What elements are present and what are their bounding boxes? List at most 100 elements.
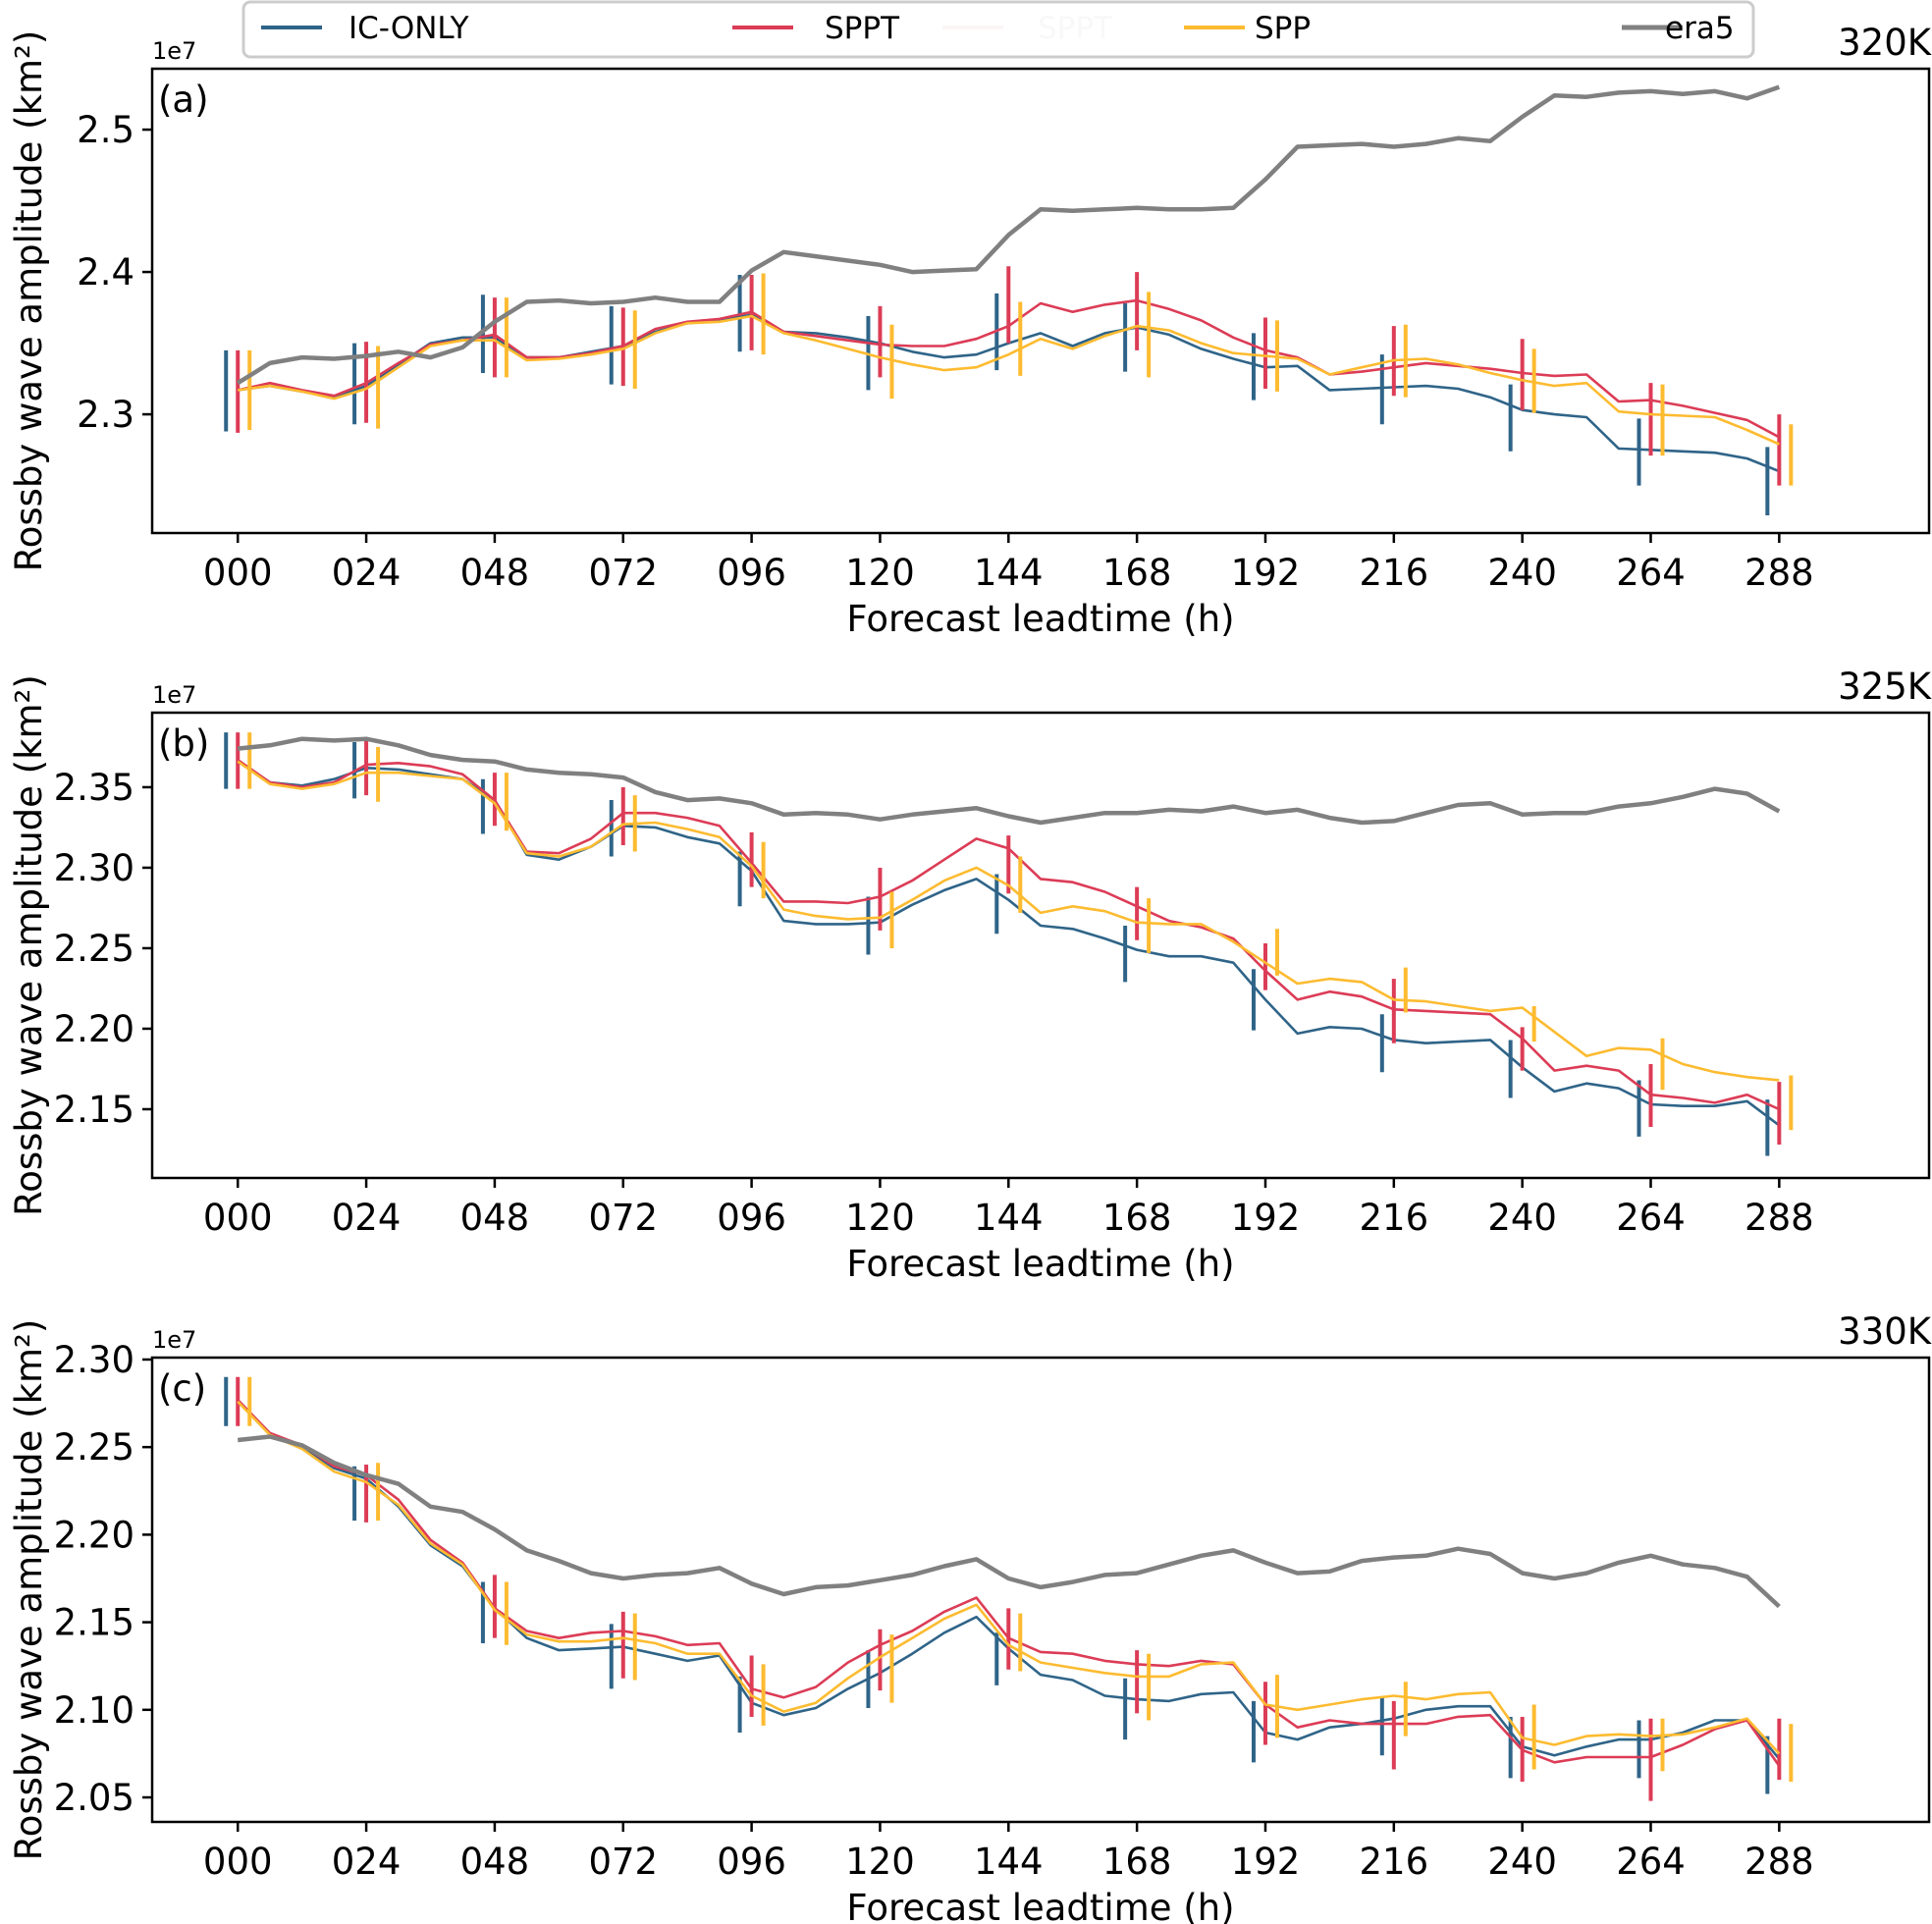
y-offset-label: 1e7 [152, 1326, 196, 1354]
x-tick-label: 264 [1616, 1197, 1686, 1239]
y-axis: 2.3 2.4 2.5 Rossby wave amplitude (km²) [8, 30, 152, 572]
series-line-sppt [237, 1399, 1781, 1767]
series-sppt [236, 266, 1782, 486]
y-tick-label: 2.25 [54, 928, 134, 970]
panel-letter: (a) [158, 79, 209, 121]
x-tick-label: 240 [1487, 552, 1557, 594]
series-ic-only [224, 274, 1780, 516]
x-tick-label: 096 [717, 1197, 786, 1239]
y-tick-label: 2.15 [54, 1089, 134, 1131]
x-tick-label: 216 [1360, 1841, 1429, 1883]
y-tick-label: 2.35 [54, 767, 134, 809]
panel-letter: (c) [158, 1367, 206, 1410]
y-offset-label: 1e7 [152, 37, 196, 65]
axes-frame [150, 1356, 1931, 1824]
x-tick-label: 120 [845, 1197, 915, 1239]
legend-label-spp: SPP [1255, 11, 1311, 46]
x-tick-label: 192 [1231, 552, 1301, 594]
y-tick-label: 2.30 [54, 1339, 134, 1381]
plot-area [224, 84, 1794, 516]
x-axis: 000 024 048 072 096 120 144 168 192 216 240 264 288 F… [203, 1178, 1814, 1285]
x-axis-label: Forecast leadtime (h) [846, 1887, 1234, 1924]
series-era5 [237, 84, 1781, 386]
axes-frame [150, 67, 1931, 535]
panel-letter: (b) [158, 722, 209, 765]
legend-entry-spp: SPP [1184, 11, 1311, 46]
y-tick-label: 2.3 [77, 394, 134, 436]
x-axis: 000 024 048 072 096 120 144 168 192 216 240 264 288 F… [203, 533, 1814, 640]
legend-entry-sppt: SPPT [732, 11, 900, 46]
x-tick-label: 048 [460, 552, 530, 594]
y-axis-label: Rossby wave amplitude (km²) [8, 674, 50, 1216]
y-tick-label: 2.25 [54, 1426, 134, 1469]
legend-frame [242, 0, 1755, 59]
y-offset-label: 1e7 [152, 681, 196, 709]
x-tick-label: 144 [974, 1197, 1044, 1239]
x-axis-label: Forecast leadtime (h) [846, 598, 1234, 640]
series-spp [237, 1376, 1794, 1782]
series-line-spp [237, 1400, 1781, 1755]
series-spp [237, 732, 1794, 1131]
y-tick-label: 2.20 [54, 1008, 134, 1050]
x-tick-label: 168 [1102, 1197, 1172, 1239]
x-tick-label: 288 [1744, 1841, 1814, 1883]
x-tick-label: 120 [845, 1841, 915, 1883]
panel-b: 000 024 048 072 096 120 144 168 192 216 240 264 288 F… [8, 666, 1932, 1285]
x-tick-label: 168 [1102, 1841, 1172, 1883]
x-tick-label: 000 [203, 1197, 273, 1239]
x-tick-label: 216 [1360, 1197, 1429, 1239]
x-tick-label: 048 [460, 1841, 530, 1883]
x-axis-label: Forecast leadtime (h) [846, 1243, 1234, 1285]
panel-title-level: 330K [1838, 1310, 1932, 1353]
series-spp [238, 273, 1794, 486]
x-tick-label: 096 [717, 1841, 786, 1883]
x-tick-label: 264 [1616, 1841, 1686, 1883]
x-tick-label: 216 [1360, 552, 1429, 594]
plot-area [224, 1376, 1794, 1801]
y-tick-label: 2.05 [54, 1777, 134, 1819]
x-tick-label: 024 [332, 1841, 402, 1883]
x-tick-label: 048 [460, 1197, 530, 1239]
series-era5 [237, 736, 1781, 826]
legend-label-sppt: SPPT [825, 11, 900, 46]
panel-a: 000 024 048 072 096 120 144 168 192 216 240 264 288 F… [8, 22, 1932, 640]
series-line-spp [238, 314, 1780, 446]
x-tick-label: 000 [203, 1841, 273, 1883]
x-tick-label: 192 [1231, 1197, 1301, 1239]
legend-entry-ic-only: IC-ONLY [261, 11, 469, 46]
series-line-era5 [237, 84, 1781, 386]
series-sppt [236, 732, 1782, 1146]
series-line-era5 [237, 736, 1781, 826]
panel-title-level: 325K [1838, 666, 1932, 708]
panels: 000 024 048 072 096 120 144 168 192 216 240 264 288 F… [8, 22, 1932, 1924]
x-tick-label: 072 [588, 552, 658, 594]
series-sppt [236, 1376, 1782, 1801]
x-tick-label: 168 [1102, 552, 1172, 594]
x-tick-label: 240 [1487, 1841, 1557, 1883]
x-tick-label: 144 [974, 1841, 1044, 1883]
panel-title-level: 320K [1838, 22, 1932, 64]
x-tick-label: 264 [1616, 552, 1686, 594]
x-tick-label: 240 [1487, 1197, 1557, 1239]
series-line-spp [237, 760, 1780, 1082]
series-line-era5 [237, 1434, 1781, 1609]
plot-area [224, 732, 1794, 1156]
legend: IC-ONLY SPPT SPPT SPP era5 [242, 0, 1755, 59]
x-tick-label: 288 [1744, 552, 1814, 594]
legend-entry-era5: era5 [1622, 11, 1735, 46]
y-tick-label: 2.15 [54, 1602, 134, 1644]
legend-label-era5: era5 [1665, 11, 1735, 46]
y-tick-label: 2.4 [77, 251, 134, 294]
y-axis-label: Rossby wave amplitude (km²) [8, 30, 50, 572]
series-ic-only [224, 732, 1781, 1156]
y-tick-label: 2.30 [54, 847, 134, 889]
x-tick-label: 120 [845, 552, 915, 594]
panel-c: 000 024 048 072 096 120 144 168 192 216 240 264 288 F… [8, 1310, 1932, 1924]
legend-label-sppt-hidden: SPPT [1038, 11, 1113, 46]
x-tick-label: 096 [717, 552, 786, 594]
x-tick-label: 072 [588, 1197, 658, 1239]
series-era5 [237, 1434, 1781, 1609]
